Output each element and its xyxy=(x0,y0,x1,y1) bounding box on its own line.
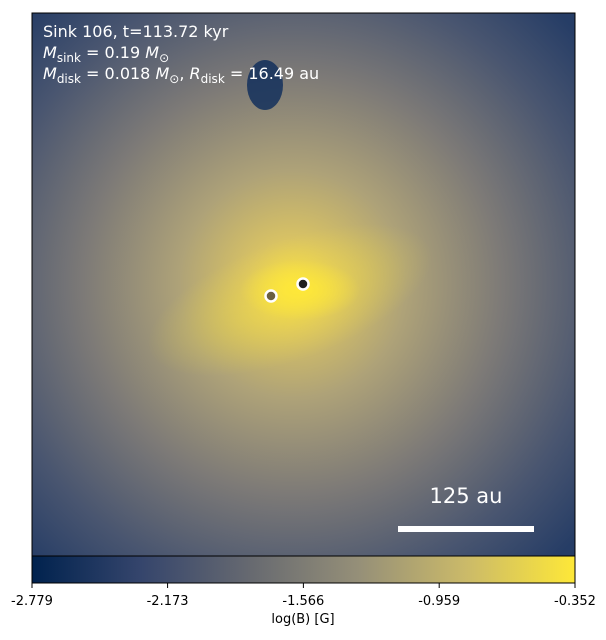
sink-marker xyxy=(264,289,278,303)
annotation-part: , xyxy=(179,64,189,83)
annotation-part: sink xyxy=(57,51,81,65)
colorbar-tick-label: -1.566 xyxy=(282,594,324,609)
colorbar-tick-label: -0.959 xyxy=(418,594,460,609)
colorbar-tick-label: -2.779 xyxy=(11,594,53,609)
field-image xyxy=(32,13,575,556)
annotation-part: ⊙ xyxy=(159,51,169,65)
annotation-part: = 0.19 xyxy=(81,43,145,62)
annotation: Msink = 0.19 M⊙ xyxy=(43,43,169,65)
colorbar xyxy=(31,555,576,584)
annotation-part: M xyxy=(43,64,57,83)
colorbar-ticks: -2.779 -2.173 -1.566 -0.959 -0.352 xyxy=(11,583,596,609)
annotation-part: disk xyxy=(57,72,81,86)
annotation-part: M xyxy=(145,43,159,62)
annotation-part: Sink 106, t=113.72 kyr xyxy=(43,22,229,41)
annotation-part: = 16.49 au xyxy=(225,64,319,83)
colorbar-label: log(B) [G] xyxy=(271,612,334,627)
annotation-part: = 0.018 xyxy=(81,64,155,83)
annotation-part: M xyxy=(155,64,169,83)
annotation-part: M xyxy=(43,43,57,62)
annotation: Mdisk = 0.018 M⊙, Rdisk = 16.49 au xyxy=(43,64,319,86)
scale-bar-label: 125 au xyxy=(430,484,503,508)
colorbar-tick-label: -0.352 xyxy=(554,594,596,609)
annotation-part: R xyxy=(189,64,200,83)
annotation: Sink 106, t=113.72 kyr xyxy=(43,22,229,41)
annotation-part: disk xyxy=(201,72,225,86)
colorbar-tick-label: -2.173 xyxy=(147,594,189,609)
annotation-part: ⊙ xyxy=(169,72,179,86)
sink-marker xyxy=(296,277,310,291)
